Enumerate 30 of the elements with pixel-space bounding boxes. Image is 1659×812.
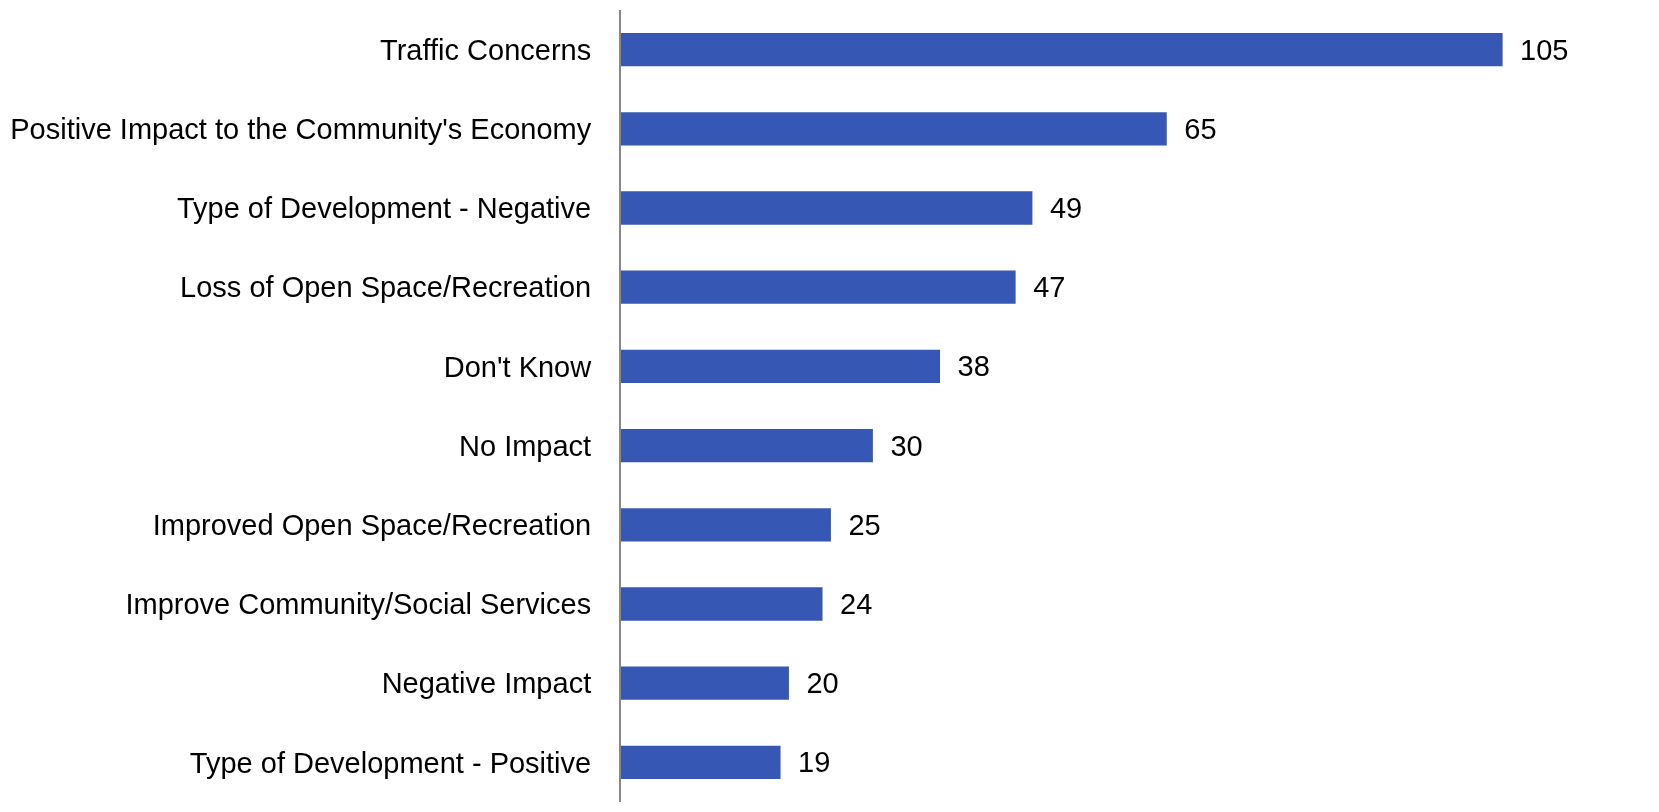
data-label: 38	[943, 350, 990, 383]
y-tick-label: Improve Community/Social Services	[125, 588, 592, 621]
bar	[621, 587, 823, 621]
bar	[621, 32, 1503, 67]
data-label: 20	[791, 667, 839, 700]
y-tick-label: Negative Impact	[381, 667, 592, 700]
y-tick-label: Type of Development - Negative	[176, 192, 592, 225]
bar	[621, 745, 781, 780]
data-label: 65	[1169, 112, 1217, 145]
data-label: 47	[1018, 271, 1066, 304]
data-label: 30	[875, 429, 923, 462]
y-tick-label: Don't Know	[443, 350, 593, 383]
y-tick-label: Loss of Open Space/Recreation	[180, 271, 592, 304]
y-tick-label: Improved Open Space/Recreation	[152, 508, 592, 541]
bar	[621, 666, 789, 700]
bar	[621, 428, 873, 463]
data-label: 24	[825, 588, 873, 620]
data-label: 25	[833, 508, 881, 541]
y-tick-label: No Impact	[459, 429, 592, 462]
bar	[621, 112, 1167, 146]
y-tick-label: Traffic Concerns	[380, 33, 592, 66]
bar	[621, 508, 831, 542]
data-label: 105	[1505, 33, 1569, 66]
y-tick-label: Positive Impact to the Community's Economy	[10, 112, 592, 145]
data-label: 49	[1035, 192, 1083, 224]
bar	[621, 349, 941, 384]
data-label: 19	[783, 746, 831, 779]
bar	[621, 270, 1016, 304]
bar	[621, 191, 1033, 225]
y-tick-label: Type of Development - Positive	[189, 746, 592, 779]
